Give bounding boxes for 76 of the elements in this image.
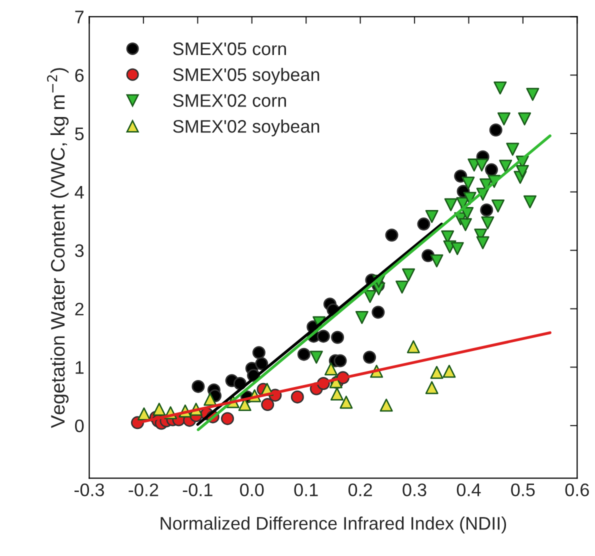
x-axis-title: Normalized Difference Infrared Index (NDII) — [160, 516, 506, 534]
point — [331, 330, 344, 344]
y-axis-title: Vegetation Water Content (VWC, kg m$^{−2}$) — [47, 68, 69, 428]
y-tick-label: 4 — [74, 186, 84, 198]
point — [506, 142, 520, 156]
point — [417, 218, 430, 231]
point — [324, 362, 338, 376]
y-tick-label: 6 — [75, 69, 84, 82]
point — [442, 364, 456, 378]
point — [385, 228, 398, 242]
x-tick-label: 0.2 — [348, 484, 372, 496]
point — [252, 346, 266, 360]
point — [518, 112, 532, 126]
y-tick-label: 1 — [76, 361, 84, 374]
point — [526, 88, 540, 101]
x-tick-label: 0.4 — [456, 484, 481, 496]
point — [340, 396, 353, 409]
point — [523, 195, 536, 208]
point — [363, 350, 376, 364]
point — [497, 112, 510, 126]
y-tick-label: 3 — [75, 244, 84, 258]
point — [310, 350, 323, 364]
point — [380, 398, 393, 412]
point — [430, 366, 444, 379]
x-tick-label: -0.2 — [128, 484, 158, 496]
x-tick-label: 0.6 — [565, 484, 589, 496]
point — [261, 398, 274, 412]
y-tick-label: 0 — [75, 420, 84, 432]
point — [484, 163, 498, 176]
point — [430, 254, 444, 268]
point — [364, 290, 377, 303]
point — [462, 176, 475, 190]
point — [255, 357, 268, 370]
point — [290, 390, 304, 404]
legend-label: SMEX'02 corn — [173, 94, 286, 107]
x-tick-label: -0.1 — [182, 484, 212, 496]
point — [334, 354, 347, 368]
point — [297, 348, 310, 361]
point — [516, 164, 529, 178]
point — [425, 210, 438, 223]
point — [450, 242, 464, 256]
x-tick-label: -0.3 — [74, 484, 104, 496]
y-tick-label: 7 — [75, 10, 84, 24]
point — [494, 81, 507, 94]
point — [481, 216, 494, 230]
point — [480, 204, 494, 217]
point — [444, 198, 458, 212]
point — [476, 236, 490, 250]
point — [458, 218, 472, 232]
legend-label: SMEX'02 soybean — [173, 120, 320, 136]
point — [491, 199, 505, 212]
point — [204, 392, 217, 406]
point — [152, 402, 166, 416]
y-tick-label: 5 — [75, 128, 84, 140]
point — [475, 158, 488, 172]
x-tick-label: 0.3 — [402, 484, 426, 496]
point — [396, 280, 409, 294]
point — [355, 311, 368, 324]
point — [220, 412, 234, 426]
point — [372, 306, 385, 319]
point — [192, 380, 205, 393]
point — [406, 340, 420, 354]
y-tick-label: 2 — [75, 302, 84, 316]
point — [489, 124, 502, 137]
point — [316, 330, 330, 343]
point — [425, 381, 438, 394]
legend-label: SMEX'05 soybean — [173, 68, 320, 85]
point — [402, 268, 416, 282]
point — [238, 398, 252, 412]
x-tick-label: 0.0 — [240, 484, 264, 496]
legend-label: SMEX'05 corn — [173, 42, 286, 56]
point — [330, 388, 344, 401]
x-tick-label: 0.5 — [511, 484, 535, 496]
point — [499, 160, 512, 173]
x-tick-label: 0.1 — [294, 484, 318, 496]
point — [138, 407, 151, 420]
